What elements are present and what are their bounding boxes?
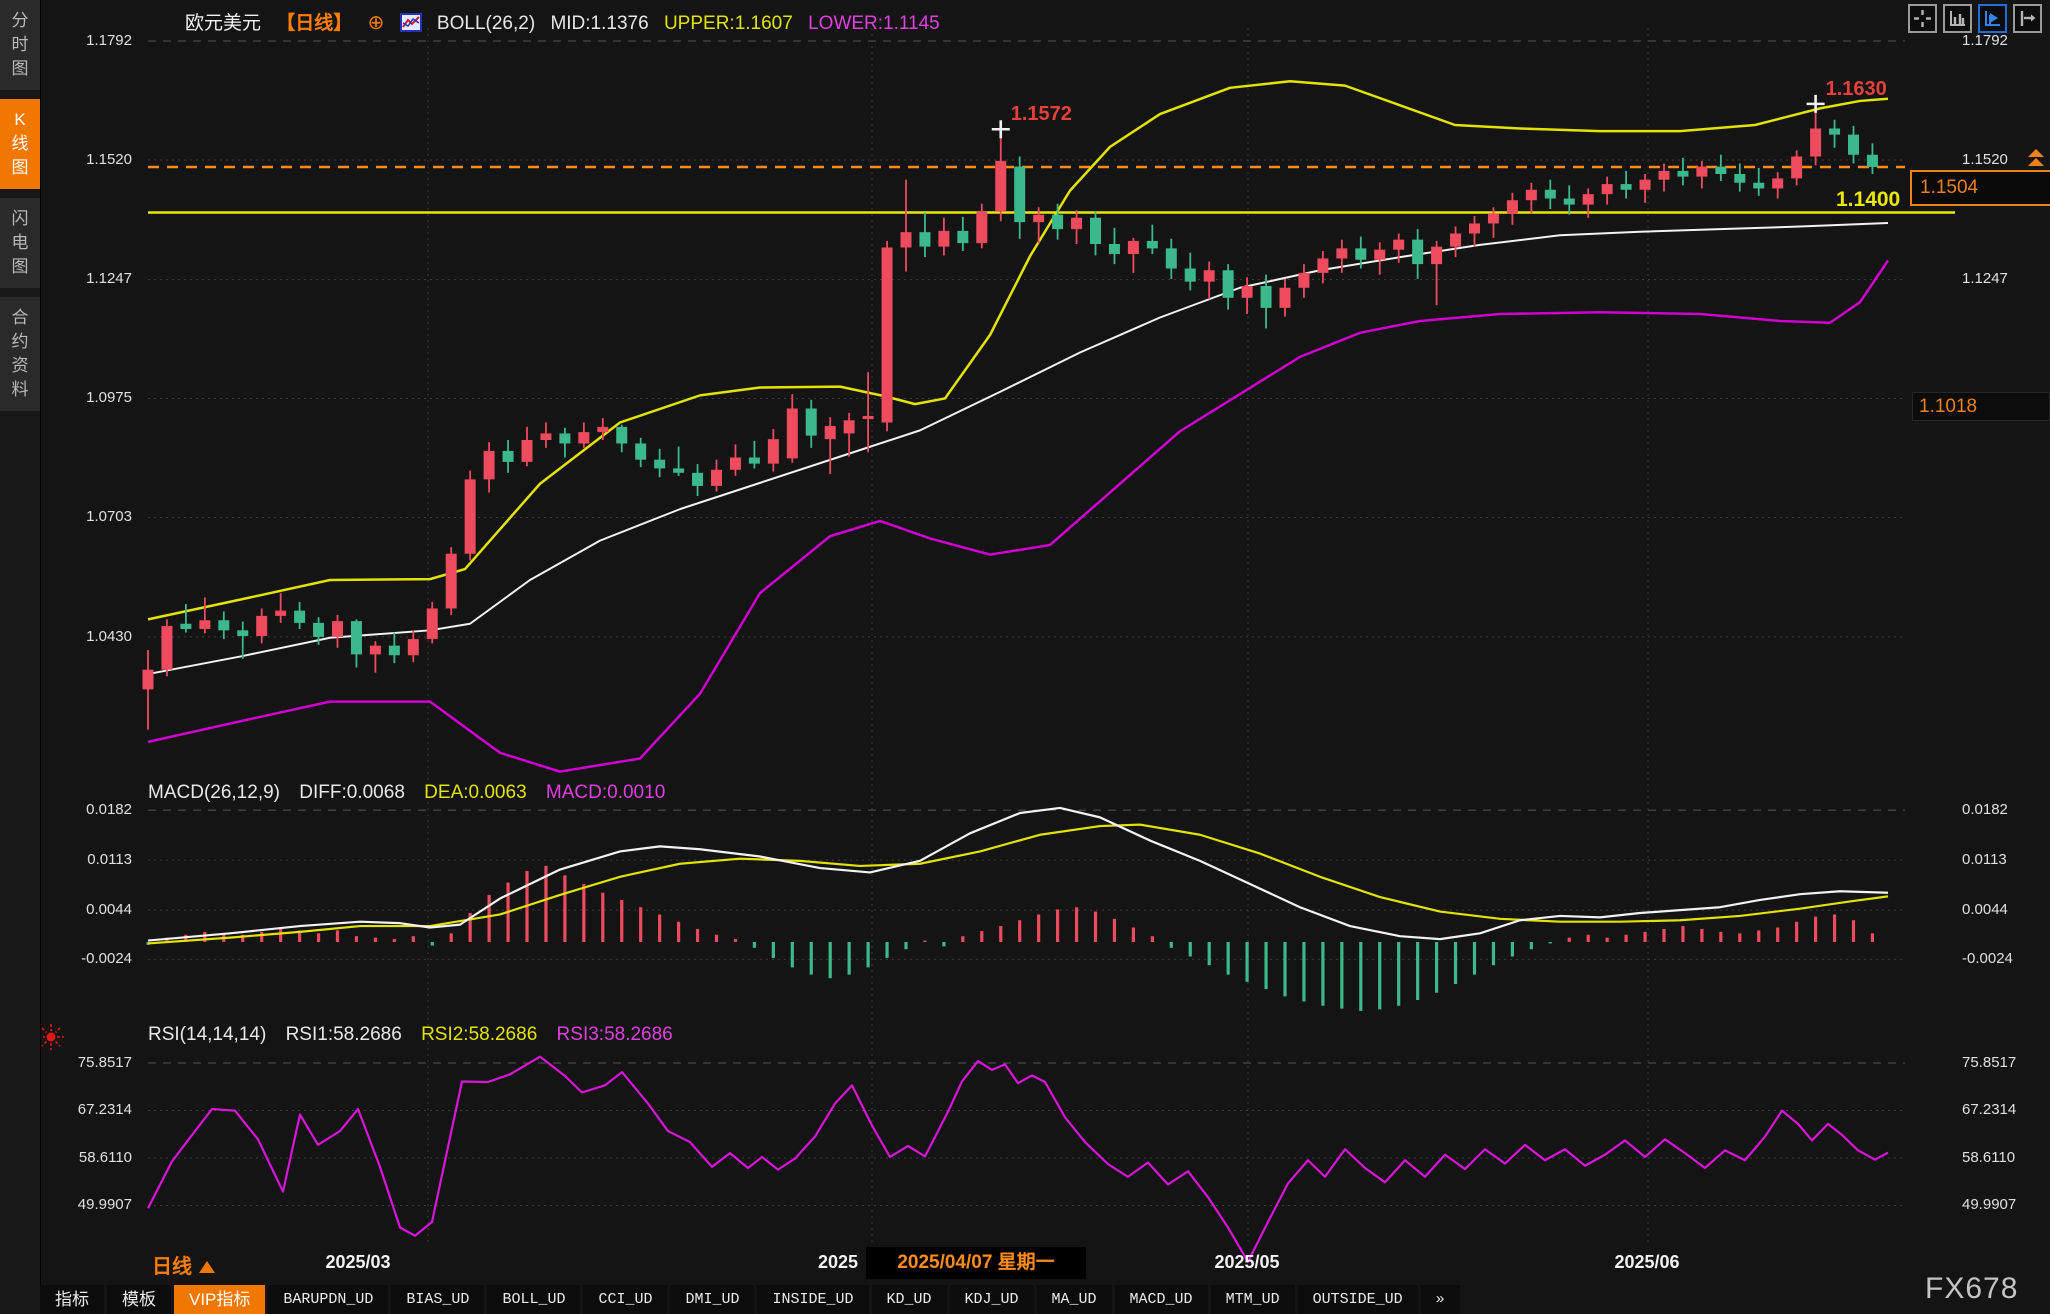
macd-diff-value: DIFF:0.0068 xyxy=(299,782,405,803)
chart-header: 欧元美元 【日线】 ⊕ BOLL(26,2) MID:1.1376 UPPER:… xyxy=(185,8,950,38)
y-axis-label: 1.1247 xyxy=(1962,270,2008,288)
macd-dea-value: DEA:0.0063 xyxy=(424,782,527,803)
boll-upper-value: UPPER:1.1607 xyxy=(663,13,793,34)
x-axis-label: 2025/03 xyxy=(325,1252,391,1272)
move-tool-icon[interactable] xyxy=(1908,4,1937,33)
toolbar-button-MACD_UD[interactable]: MACD_UD xyxy=(1114,1285,1208,1314)
y-axis-label: 0.0044 xyxy=(1962,901,2008,919)
toolbar-button-MA_UD[interactable]: MA_UD xyxy=(1036,1285,1112,1314)
y-axis-label: 1.1792 xyxy=(86,32,132,49)
indicator-toolbar: 指标 模板 VIP指标 BARUPDN_UD BIAS_UD BOLL_UD CCI_UD D… xyxy=(40,1285,1460,1314)
period-selector-label: 日线 xyxy=(152,1256,192,1278)
y-axis-label: 0.0113 xyxy=(87,851,132,869)
price-annotation: 1.1572 xyxy=(1010,103,1072,126)
toolbar-button-CCI_UD[interactable]: CCI_UD xyxy=(583,1285,668,1314)
y-axis-label: -0.0024 xyxy=(81,950,132,968)
rsi-params[interactable]: RSI(14,14,14) xyxy=(148,1024,267,1045)
period-tag[interactable]: 【日线】 xyxy=(276,13,353,34)
x-axis-label: 2025/06 xyxy=(1614,1252,1680,1272)
y-axis-label: 58.6110 xyxy=(78,1148,132,1166)
toolbar-button-VIP指标[interactable]: VIP指标 xyxy=(174,1285,266,1314)
y-axis-label: 1.1520 xyxy=(86,151,132,168)
crosshair-date-tooltip: 2025/04/07 星期一 xyxy=(866,1247,1086,1279)
y-axis-label: 0.0182 xyxy=(1962,801,2008,819)
x-axis-label: 2025/05 xyxy=(1214,1252,1280,1272)
shift-chart-icon[interactable] xyxy=(2013,4,2042,33)
yellow-line-price-label: 1.1400 xyxy=(1836,188,1901,211)
toolbar-button-INSIDE_UD[interactable]: INSIDE_UD xyxy=(757,1285,869,1314)
y-axis-label: 58.6110 xyxy=(1962,1148,2016,1166)
rsi2-value: RSI2:58.2686 xyxy=(421,1024,538,1045)
y-axis-label: 0.0044 xyxy=(86,901,132,919)
y-axis-label: 67.2314 xyxy=(77,1101,132,1119)
chart-toolbar xyxy=(1908,4,2042,33)
price-annotation: 1.1630 xyxy=(1825,77,1887,100)
boll-mid-value: MID:1.1376 xyxy=(550,13,649,34)
toolbar-button-模板[interactable]: 模板 xyxy=(107,1285,171,1314)
sidebar-tab-合约资料[interactable]: 合约资料 xyxy=(0,297,40,411)
y-axis-label: -0.0024 xyxy=(1962,950,2013,968)
y-axis-label: 1.1247 xyxy=(86,270,132,288)
x-axis-label: 2025 xyxy=(817,1252,859,1272)
y-axis-label: 1.1792 xyxy=(1962,32,2008,49)
toolbar-button-KD_UD[interactable]: KD_UD xyxy=(871,1285,947,1314)
y-axis-label: 67.2314 xyxy=(1962,1101,2017,1119)
toolbar-button-BIAS_UD[interactable]: BIAS_UD xyxy=(391,1285,485,1314)
play-chart-axis-icon[interactable] xyxy=(1978,4,2007,33)
indicator-name[interactable]: BOLL(26,2) xyxy=(436,13,536,34)
add-overlay-icon[interactable]: ⊕ xyxy=(367,12,385,34)
alert-sun-icon[interactable] xyxy=(36,1022,66,1057)
sidebar-tab-闪电图[interactable]: 闪电图 xyxy=(0,198,40,288)
toolbar-button-OUTSIDE_UD[interactable]: OUTSIDE_UD xyxy=(1297,1285,1418,1314)
y-axis-label: 49.9907 xyxy=(77,1196,132,1214)
current-price-box: 1.1504 xyxy=(1910,170,2050,206)
price-up-arrows-icon xyxy=(2028,149,2044,167)
indicator-chart-icon xyxy=(399,13,422,38)
toolbar-button-KDJ_UD[interactable]: KDJ_UD xyxy=(949,1285,1034,1314)
toolbar-button-»[interactable]: » xyxy=(1420,1285,1460,1314)
y-axis-label: 0.0113 xyxy=(1962,851,2007,869)
toolbar-button-BOLL_UD[interactable]: BOLL_UD xyxy=(487,1285,581,1314)
y-axis-label: 0.0182 xyxy=(86,801,132,819)
bar-chart-axis-icon[interactable] xyxy=(1943,4,1972,33)
rsi3-value: RSI3:58.2686 xyxy=(556,1024,673,1045)
toolbar-button-BARUPDN_UD[interactable]: BARUPDN_UD xyxy=(268,1285,389,1314)
chevron-up-icon xyxy=(199,1261,215,1273)
toolbar-button-指标[interactable]: 指标 xyxy=(40,1285,104,1314)
macd-hist-value: MACD:0.0010 xyxy=(545,782,666,803)
y-axis-label: 1.1520 xyxy=(1962,151,2008,168)
macd-header: MACD(26,12,9) DIFF:0.0068 DEA:0.0063 MAC… xyxy=(148,782,679,804)
toolbar-button-DMI_UD[interactable]: DMI_UD xyxy=(670,1285,755,1314)
watermark-logo: FX678 xyxy=(1925,1272,2019,1305)
period-selector[interactable]: 日线 xyxy=(152,1250,215,1279)
y-axis-label: 49.9907 xyxy=(1962,1196,2017,1214)
boll-lower-value: LOWER:1.1145 xyxy=(808,13,940,34)
toolbar-button-MTM_UD[interactable]: MTM_UD xyxy=(1210,1285,1295,1314)
rsi1-value: RSI1:58.2686 xyxy=(285,1024,402,1045)
rsi-header: RSI(14,14,14) RSI1:58.2686 RSI2:58.2686 … xyxy=(148,1024,687,1046)
y-axis-label: 1.0430 xyxy=(86,627,132,645)
macd-params[interactable]: MACD(26,12,9) xyxy=(148,782,280,803)
y-axis-label: 1.0703 xyxy=(86,508,132,526)
symbol-title: 欧元美元 xyxy=(185,13,262,34)
y-axis-label: 1.0975 xyxy=(86,389,132,407)
y-axis-label: 75.8517 xyxy=(77,1054,132,1071)
y-axis-label: 75.8517 xyxy=(1962,1054,2017,1071)
lower-band-price-box: 1.1018 xyxy=(1912,392,2050,421)
sidebar-tab-分时图[interactable]: 分时图 xyxy=(0,0,40,90)
